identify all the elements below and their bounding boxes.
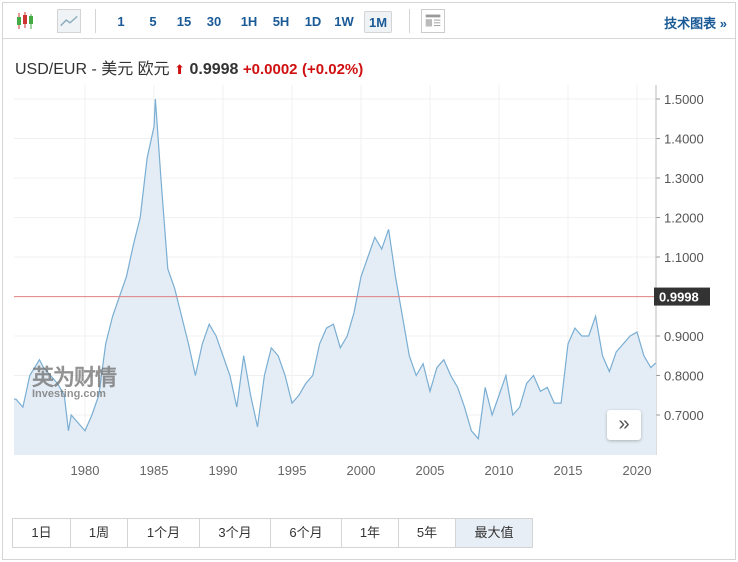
interval-15[interactable]: 15 [176,14,192,29]
divider [95,9,96,33]
line-chart-icon[interactable] [57,9,81,33]
price-change-percent: (+0.02%) [301,61,364,78]
price-line [14,98,656,441]
interval-30[interactable]: 30 [206,14,222,29]
y-tick-label: 1.5000 [664,92,704,107]
current-value-badge [654,287,710,306]
y-tick-label: 1.4000 [664,132,704,147]
scroll-right-button[interactable]: » [607,410,641,440]
range-button[interactable]: 1周 [71,519,128,547]
interval-1M[interactable]: 1M [364,11,392,33]
instrument-header: USD/EUR - 美元 欧元 ⬆ 0.9998 +0.0002 (+0.02%… [15,55,363,79]
range-selector: 1日 1周 1个月 3个月 6个月 1年 5年 最大值 [12,518,533,548]
y-tick-label: 0.7000 [664,408,704,423]
interval-1W[interactable]: 1W [334,14,354,29]
range-button[interactable]: 1个月 [128,519,200,547]
y-tick-label: 0.9000 [664,329,704,344]
current-price: 0.9998 [189,61,239,78]
price-change: +0.0002 [242,61,298,78]
x-tick-label: 1990 [209,463,238,478]
range-button[interactable]: 5年 [399,519,456,547]
current-value-label: 0.9998 [659,290,699,305]
x-tick-label: 1995 [278,463,307,478]
tech-chart-link[interactable]: 技术图表 » [664,16,727,31]
interval-5H[interactable]: 5H [272,14,290,29]
range-button[interactable]: 6个月 [271,519,342,547]
y-tick-label: 1.2000 [664,211,704,226]
divider [409,9,410,33]
interval-1H[interactable]: 1H [240,14,258,29]
x-tick-label: 1980 [71,463,100,478]
interval-1[interactable]: 1 [117,14,125,29]
price-chart[interactable]: 1980 1985 1990 1995 2000 2005 2010 2015 2020 1.50… [0,80,738,490]
up-arrow-icon: ⬆ [174,62,186,77]
range-button[interactable]: 最大值 [456,519,532,547]
candlestick-icon[interactable] [13,9,37,33]
interval-1D[interactable]: 1D [304,14,322,29]
range-button[interactable]: 1日 [13,519,71,547]
instrument-title: USD/EUR - 美元 欧元 [15,61,170,78]
x-tick-label: 1985 [140,463,169,478]
x-tick-label: 2020 [623,463,652,478]
investing-watermark-logo: 英为财情 Investing.com [32,365,117,400]
x-tick-label: 2015 [554,463,583,478]
range-button[interactable]: 1年 [342,519,399,547]
y-tick-label: 1.1000 [664,250,704,265]
news-layout-icon[interactable] [421,9,445,33]
x-tick-label: 2010 [485,463,514,478]
x-tick-label: 2005 [416,463,445,478]
y-tick-label: 0.8000 [664,369,704,384]
x-tick-label: 2000 [347,463,376,478]
y-tick-label: 1.3000 [664,171,704,186]
area-fill [14,99,656,455]
interval-5[interactable]: 5 [149,14,157,29]
toolbar: 1 5 15 30 1H 5H 1D 1W 1M 技术图表 » [3,3,735,39]
range-button[interactable]: 3个月 [200,519,271,547]
